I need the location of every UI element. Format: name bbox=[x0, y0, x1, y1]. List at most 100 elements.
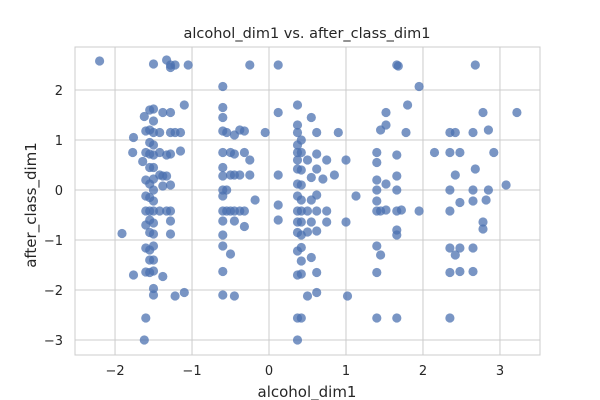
data-point bbox=[306, 172, 316, 183]
data-point bbox=[489, 147, 499, 158]
data-point bbox=[450, 170, 460, 180]
data-point bbox=[229, 149, 239, 159]
y-tick-label: 1 bbox=[55, 134, 63, 149]
data-point bbox=[296, 165, 306, 175]
data-point bbox=[292, 127, 303, 138]
data-point bbox=[218, 241, 228, 251]
data-point bbox=[139, 111, 149, 122]
data-point bbox=[296, 269, 306, 279]
data-point bbox=[245, 170, 255, 180]
data-point bbox=[95, 56, 105, 66]
data-point bbox=[483, 185, 493, 195]
data-point bbox=[239, 147, 249, 158]
data-point bbox=[128, 270, 139, 280]
data-point bbox=[455, 147, 465, 158]
data-point bbox=[392, 313, 402, 323]
data-point bbox=[148, 104, 159, 114]
data-point bbox=[225, 249, 236, 259]
data-point bbox=[372, 147, 382, 158]
data-point bbox=[329, 170, 339, 180]
data-points bbox=[95, 55, 522, 345]
data-point bbox=[381, 205, 391, 215]
data-point bbox=[273, 107, 283, 118]
x-axis-label: alcohol_dim1 bbox=[258, 383, 357, 400]
data-point bbox=[222, 185, 232, 195]
data-point bbox=[372, 196, 382, 206]
data-point bbox=[381, 120, 391, 130]
data-point bbox=[245, 155, 255, 165]
data-point bbox=[229, 291, 239, 301]
x-tick-label: 1 bbox=[342, 364, 350, 379]
data-point bbox=[117, 228, 127, 239]
data-point bbox=[218, 230, 228, 240]
data-point bbox=[229, 216, 239, 226]
data-point bbox=[306, 112, 316, 123]
data-point bbox=[218, 102, 228, 113]
data-point bbox=[273, 60, 283, 70]
data-point bbox=[235, 170, 245, 180]
data-point bbox=[376, 250, 386, 260]
data-point bbox=[165, 229, 176, 239]
data-point bbox=[218, 216, 228, 226]
data-point bbox=[148, 59, 159, 69]
data-point bbox=[218, 147, 228, 158]
data-point bbox=[322, 206, 332, 216]
data-point bbox=[148, 241, 159, 251]
data-point bbox=[455, 266, 465, 277]
data-point bbox=[296, 256, 306, 266]
data-point bbox=[445, 185, 455, 195]
data-point bbox=[351, 191, 361, 201]
data-point bbox=[414, 206, 424, 216]
data-point bbox=[312, 164, 322, 174]
x-tick-label: −1 bbox=[182, 364, 201, 379]
y-tick-label: 2 bbox=[55, 84, 63, 99]
data-point bbox=[312, 190, 322, 200]
x-tick-label: 3 bbox=[496, 364, 504, 379]
data-point bbox=[175, 146, 186, 156]
data-point bbox=[396, 205, 406, 215]
data-point bbox=[372, 267, 382, 278]
data-point bbox=[312, 287, 322, 298]
y-axis-label: after_class_dim1 bbox=[22, 142, 41, 268]
data-point bbox=[139, 335, 149, 345]
data-point bbox=[148, 162, 159, 173]
data-point bbox=[392, 171, 402, 181]
data-point bbox=[312, 127, 322, 138]
data-point bbox=[148, 266, 159, 276]
data-point bbox=[341, 155, 351, 165]
data-point bbox=[468, 196, 478, 206]
data-point bbox=[239, 126, 249, 136]
data-point bbox=[155, 127, 165, 138]
data-point bbox=[128, 132, 139, 143]
data-point bbox=[170, 291, 180, 301]
data-point bbox=[512, 107, 522, 118]
data-point bbox=[245, 60, 255, 70]
data-point bbox=[218, 266, 228, 277]
data-point bbox=[165, 149, 176, 159]
data-point bbox=[148, 290, 159, 300]
data-point bbox=[470, 164, 480, 174]
data-point bbox=[414, 81, 424, 92]
data-point bbox=[292, 155, 303, 165]
data-point bbox=[478, 217, 488, 227]
data-point bbox=[445, 147, 455, 158]
data-point bbox=[483, 125, 493, 135]
data-point bbox=[312, 267, 322, 278]
data-point bbox=[141, 313, 151, 323]
data-point bbox=[273, 200, 283, 210]
data-point bbox=[445, 243, 455, 253]
data-point bbox=[445, 313, 455, 323]
data-point bbox=[273, 215, 283, 225]
data-point bbox=[148, 255, 159, 265]
data-point bbox=[260, 127, 270, 138]
data-point bbox=[302, 227, 313, 237]
data-point bbox=[165, 180, 176, 190]
data-point bbox=[218, 162, 228, 173]
y-tick-label: −2 bbox=[44, 284, 63, 299]
data-point bbox=[148, 229, 159, 239]
data-point bbox=[468, 185, 478, 195]
data-point bbox=[322, 155, 332, 165]
data-point bbox=[478, 107, 488, 118]
data-point bbox=[333, 127, 343, 138]
data-point bbox=[218, 171, 228, 181]
